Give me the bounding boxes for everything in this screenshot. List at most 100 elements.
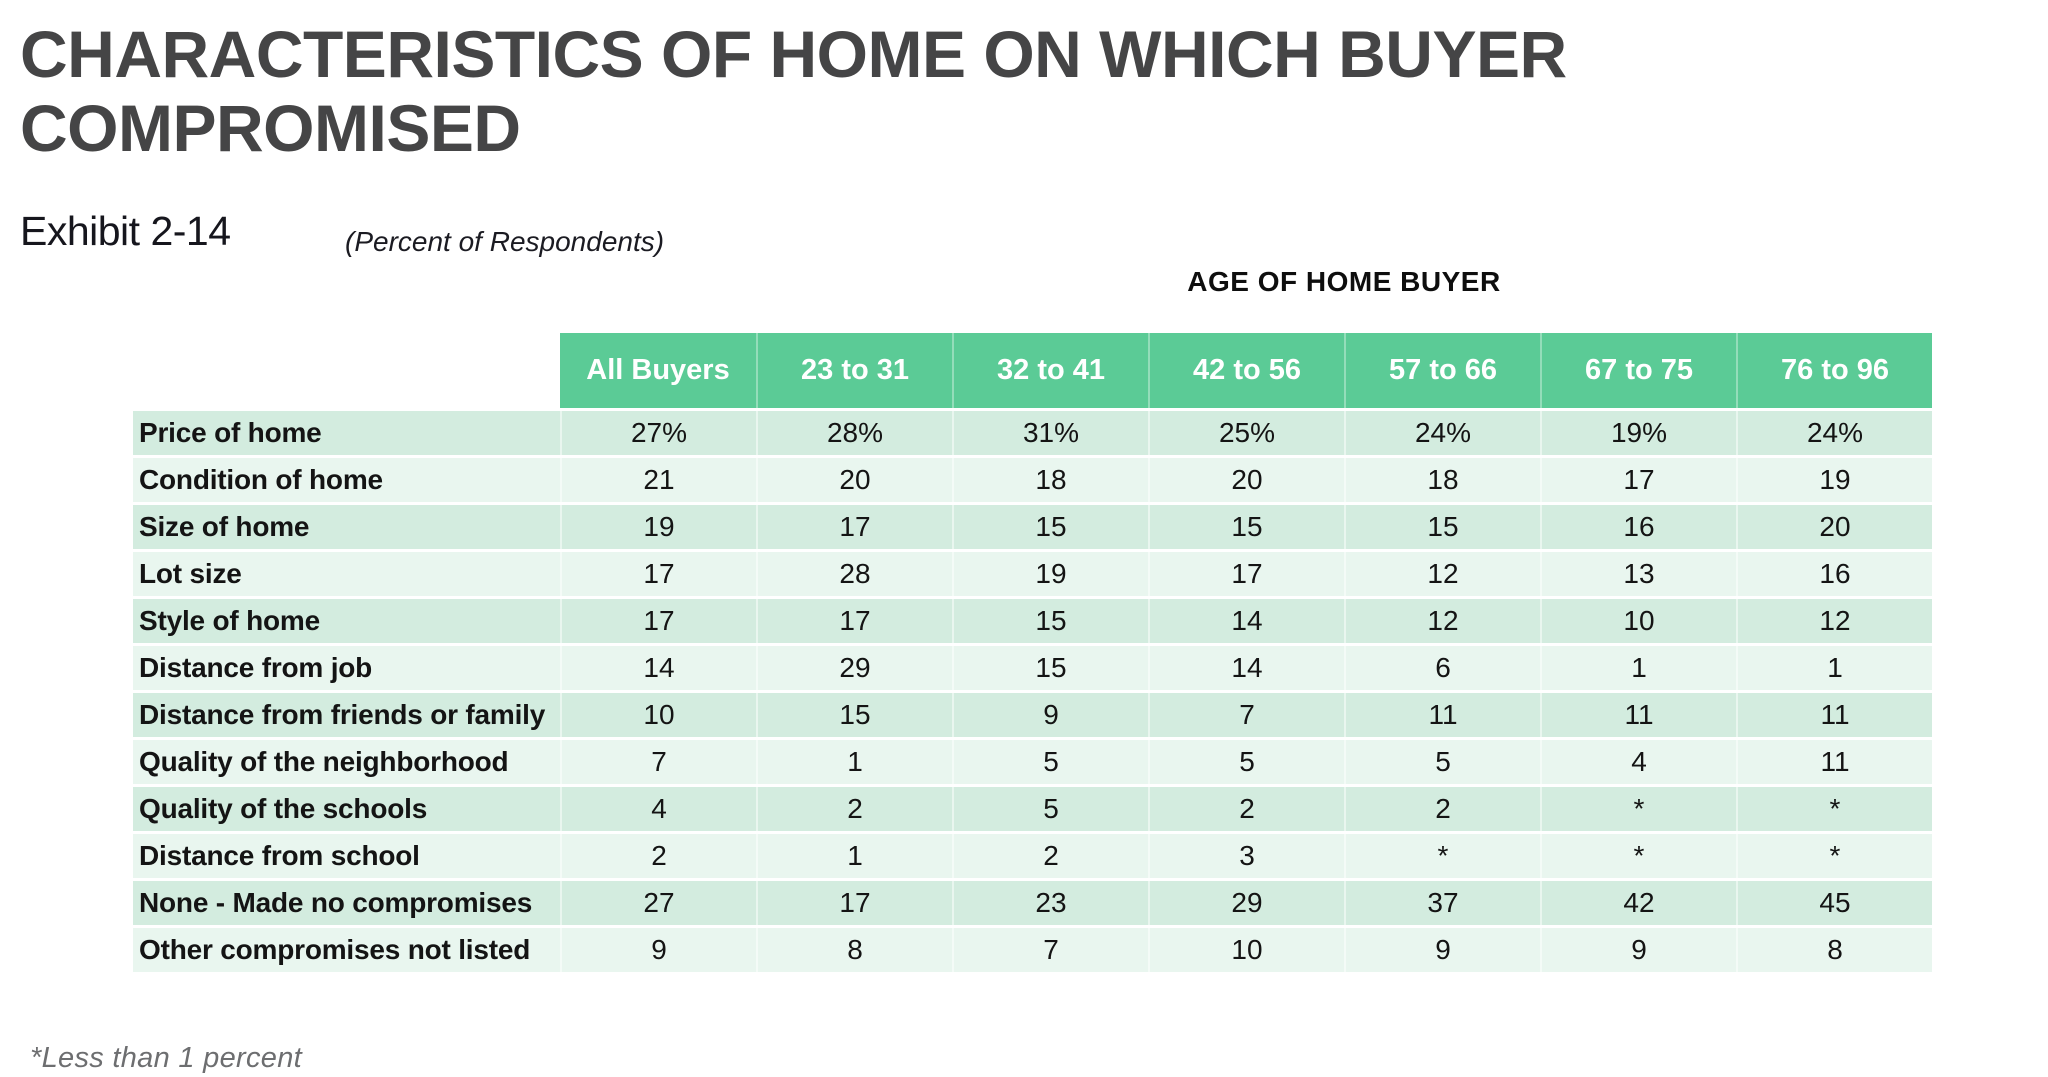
data-cell: 9 [1344, 928, 1540, 972]
data-cell: 16 [1736, 552, 1932, 596]
data-cell: 27% [560, 411, 756, 455]
data-cell: 19 [560, 505, 756, 549]
table-row: Distance from school 2 1 2 3 * * * [133, 834, 1932, 878]
data-cell: 17 [560, 599, 756, 643]
row-label: Style of home [139, 604, 320, 636]
data-cell: 20 [1736, 505, 1932, 549]
data-cell: 13 [1540, 552, 1736, 596]
table-row: Quality of the neighborhood 7 1 5 5 5 4 11 [133, 740, 1932, 784]
data-cell: 2 [1344, 787, 1540, 831]
data-cell: 21 [560, 458, 756, 502]
data-cell: 2 [1148, 787, 1344, 831]
data-cell: 31% [952, 411, 1148, 455]
table-row: Other compromises not listed 9 8 7 10 9 9 8 [133, 928, 1932, 972]
data-cell: 23 [952, 881, 1148, 925]
data-cell: 2 [952, 834, 1148, 878]
data-cell: 3 [1148, 834, 1344, 878]
data-cell: 18 [952, 458, 1148, 502]
data-cell: 2 [560, 834, 756, 878]
data-cell: 7 [560, 740, 756, 784]
data-cell: 19 [952, 552, 1148, 596]
row-label: Distance from school [139, 839, 420, 871]
data-cell: 15 [952, 599, 1148, 643]
data-cell: 1 [1736, 646, 1932, 690]
column-header: 42 to 56 [1148, 333, 1344, 408]
column-header: 67 to 75 [1540, 333, 1736, 408]
data-cell: 15 [756, 693, 952, 737]
data-cell: 12 [1344, 599, 1540, 643]
data-cell: 25% [1148, 411, 1344, 455]
data-cell: 10 [1148, 928, 1344, 972]
data-cell: 17 [756, 881, 952, 925]
exhibit-label: Exhibit 2-14 [20, 208, 231, 254]
data-cell: * [1540, 787, 1736, 831]
column-header: 57 to 66 [1344, 333, 1540, 408]
data-cell: 42 [1540, 881, 1736, 925]
data-cell: 12 [1344, 552, 1540, 596]
table-corner-cell [133, 333, 560, 408]
table-header-row: All Buyers 23 to 31 32 to 41 42 to 56 57 to … [133, 333, 1932, 408]
data-cell: * [1736, 787, 1932, 831]
data-cell: 45 [1736, 881, 1932, 925]
row-label: None - Made no compromises [139, 886, 533, 918]
data-cell: 14 [1148, 646, 1344, 690]
data-cell: 8 [756, 928, 952, 972]
age-of-home-buyer-group-header: AGE OF HOME BUYER [1187, 266, 1501, 297]
data-cell: 14 [1148, 599, 1344, 643]
data-cell: 28 [756, 552, 952, 596]
data-cell: 17 [560, 552, 756, 596]
footnote-less-than-1-percent: *Less than 1 percent [30, 1042, 303, 1074]
data-cell: * [1540, 834, 1736, 878]
row-label: Lot size [139, 557, 242, 589]
data-cell: * [1344, 834, 1540, 878]
data-cell: 24% [1344, 411, 1540, 455]
data-cell: 9 [1540, 928, 1736, 972]
data-cell: 11 [1540, 693, 1736, 737]
data-cell: 5 [952, 787, 1148, 831]
data-cell: 18 [1344, 458, 1540, 502]
column-header: 32 to 41 [952, 333, 1148, 408]
data-cell: 19% [1540, 411, 1736, 455]
data-cell: 11 [1736, 693, 1932, 737]
data-cell: 7 [952, 928, 1148, 972]
column-header: 23 to 31 [756, 333, 952, 408]
row-label: Distance from job [139, 651, 373, 683]
table-body: Price of home 27% 28% 31% 25% 24% 19% 24% Condit… [133, 411, 1932, 972]
column-header: All Buyers [560, 333, 756, 408]
table-row: Lot size 17 28 19 17 12 13 16 [133, 552, 1932, 596]
data-cell: 6 [1344, 646, 1540, 690]
data-cell: 15 [1344, 505, 1540, 549]
data-cell: 10 [560, 693, 756, 737]
data-cell: 17 [756, 599, 952, 643]
data-cell: 17 [1540, 458, 1736, 502]
data-cell: 11 [1344, 693, 1540, 737]
data-cell: 9 [952, 693, 1148, 737]
data-cell: 1 [1540, 646, 1736, 690]
data-cell: 4 [1540, 740, 1736, 784]
data-cell: 1 [756, 834, 952, 878]
data-cell: 37 [1344, 881, 1540, 925]
data-cell: 29 [1148, 881, 1344, 925]
table-row: Size of home 19 17 15 15 15 16 20 [133, 505, 1932, 549]
data-cell: 10 [1540, 599, 1736, 643]
row-label: Price of home [139, 416, 322, 448]
data-cell: 20 [1148, 458, 1344, 502]
row-label: Size of home [139, 510, 310, 542]
data-cell: 4 [560, 787, 756, 831]
row-label: Quality of the neighborhood [139, 745, 509, 777]
data-cell: * [1736, 834, 1932, 878]
row-label: Quality of the schools [139, 792, 428, 824]
row-label: Other compromises not listed [139, 933, 531, 965]
column-header: 76 to 96 [1736, 333, 1932, 408]
data-cell: 15 [952, 646, 1148, 690]
data-cell: 9 [560, 928, 756, 972]
data-cell: 14 [560, 646, 756, 690]
table-row: Price of home 27% 28% 31% 25% 24% 19% 24% [133, 411, 1932, 455]
data-cell: 8 [1736, 928, 1932, 972]
data-cell: 5 [1148, 740, 1344, 784]
data-cell: 15 [1148, 505, 1344, 549]
data-cell: 5 [1344, 740, 1540, 784]
row-label: Distance from friends or family [139, 698, 546, 730]
data-cell: 19 [1736, 458, 1932, 502]
data-cell: 17 [1148, 552, 1344, 596]
